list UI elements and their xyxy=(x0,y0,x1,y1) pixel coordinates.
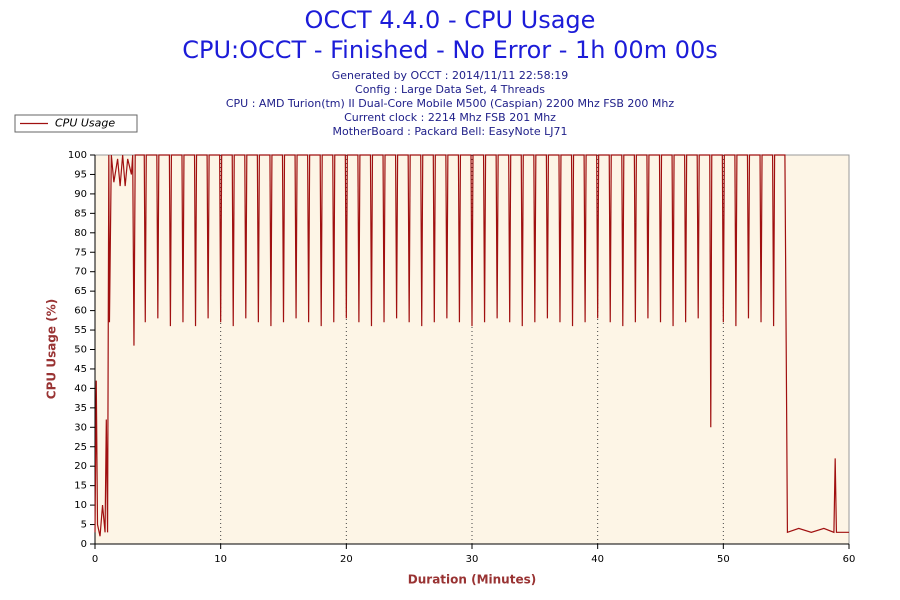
y-tick-label: 30 xyxy=(74,422,87,433)
info-line: Generated by OCCT : 2014/11/11 22:58:19 xyxy=(332,69,569,82)
y-tick-label: 10 xyxy=(74,500,87,511)
y-tick-label: 85 xyxy=(74,208,87,219)
chart-title: OCCT 4.4.0 - CPU Usage xyxy=(305,6,596,34)
y-tick-label: 100 xyxy=(68,150,87,161)
y-tick-label: 0 xyxy=(81,539,87,550)
x-tick-label: 60 xyxy=(843,554,856,565)
plot-area xyxy=(94,154,850,545)
y-tick-label: 55 xyxy=(74,325,87,336)
x-tick-label: 20 xyxy=(340,554,353,565)
y-tick-label: 70 xyxy=(74,267,87,278)
y-tick-label: 40 xyxy=(74,383,87,394)
x-axis-label: Duration (Minutes) xyxy=(408,573,536,587)
y-tick-label: 25 xyxy=(74,442,87,453)
x-tick-label: 30 xyxy=(466,554,479,565)
y-tick-label: 75 xyxy=(74,247,87,258)
x-tick-label: 10 xyxy=(214,554,227,565)
legend-label: CPU Usage xyxy=(55,117,115,130)
legend-box xyxy=(14,114,138,133)
y-axis-label: CPU Usage (%) xyxy=(45,299,59,399)
info-line: Config : Large Data Set, 4 Threads xyxy=(355,83,545,96)
y-tick-label: 65 xyxy=(74,286,87,297)
series-line xyxy=(94,154,849,537)
y-tick-label: 5 xyxy=(81,520,87,531)
x-tick-label: 40 xyxy=(591,554,604,565)
info-line: CPU : AMD Turion(tm) II Dual-Core Mobile… xyxy=(226,97,674,110)
y-tick-label: 90 xyxy=(74,189,87,200)
info-line: Current clock : 2214 Mhz FSB 201 Mhz xyxy=(344,111,556,124)
y-tick-label: 20 xyxy=(74,461,87,472)
y-tick-label: 60 xyxy=(74,306,87,317)
x-tick-label: 50 xyxy=(717,554,730,565)
y-tick-label: 95 xyxy=(74,169,87,180)
chart-subtitle: CPU:OCCT - Finished - No Error - 1h 00m … xyxy=(182,36,718,64)
y-tick-label: 50 xyxy=(74,345,87,356)
y-tick-label: 80 xyxy=(74,228,87,239)
info-line: MotherBoard : Packard Bell: EasyNote LJ7… xyxy=(333,125,568,138)
x-tick-label: 0 xyxy=(92,554,98,565)
y-tick-label: 35 xyxy=(74,403,87,414)
y-tick-label: 45 xyxy=(74,364,87,375)
y-tick-label: 15 xyxy=(74,481,87,492)
